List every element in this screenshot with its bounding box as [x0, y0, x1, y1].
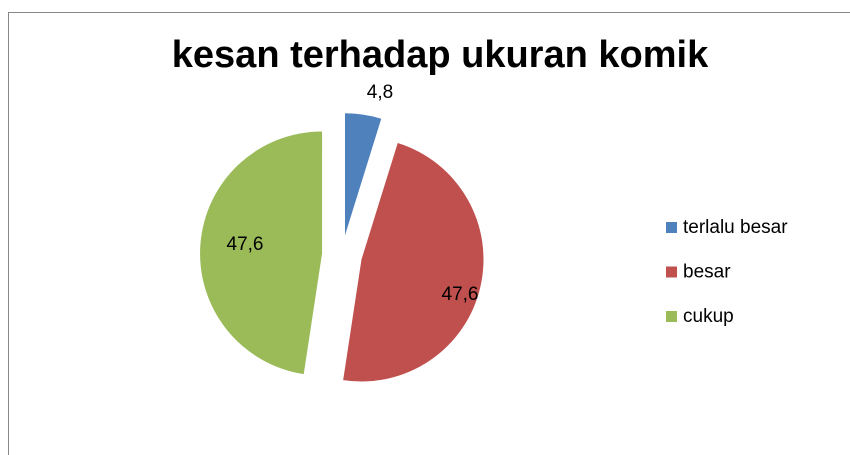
- legend-label: terlalu besar: [683, 217, 788, 238]
- legend-swatch: [666, 266, 677, 278]
- pie-slice: [345, 113, 382, 236]
- data-label: 47,6: [227, 234, 264, 255]
- legend-swatch: [666, 311, 677, 322]
- data-label: 4,8: [367, 82, 393, 103]
- chart-title: kesan terhadap ukuran komik: [172, 34, 709, 76]
- pie-slice: [343, 142, 484, 382]
- legend-swatch: [666, 222, 677, 233]
- legend-label: cukup: [683, 306, 734, 327]
- data-label: 47,6: [442, 284, 479, 305]
- pie-slice: [200, 131, 323, 375]
- legend-label: besar: [683, 262, 731, 283]
